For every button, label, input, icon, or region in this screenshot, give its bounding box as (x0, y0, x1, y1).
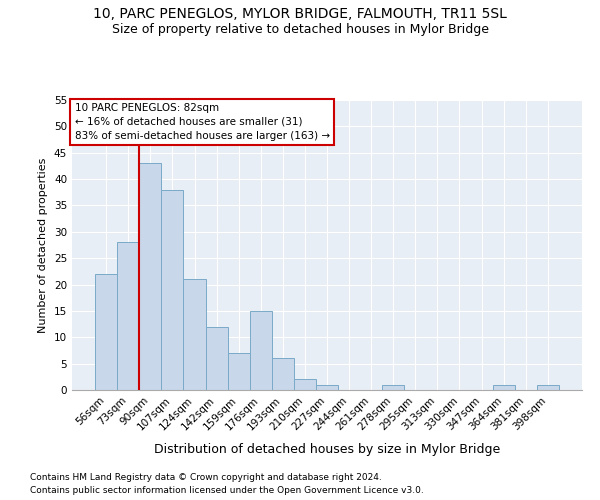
Text: 10 PARC PENEGLOS: 82sqm
← 16% of detached houses are smaller (31)
83% of semi-de: 10 PARC PENEGLOS: 82sqm ← 16% of detache… (74, 103, 329, 141)
Bar (184, 280, 206, 390)
Bar (206, 326, 227, 390)
Text: Contains public sector information licensed under the Open Government Licence v3: Contains public sector information licen… (30, 486, 424, 495)
Bar (139, 164, 161, 390)
Bar (294, 380, 316, 390)
Y-axis label: Number of detached properties: Number of detached properties (38, 158, 49, 332)
Bar (382, 384, 404, 390)
Bar (493, 384, 515, 390)
Bar (117, 242, 139, 390)
Bar (95, 274, 117, 390)
Bar (272, 358, 294, 390)
Bar (250, 311, 272, 390)
Text: Size of property relative to detached houses in Mylor Bridge: Size of property relative to detached ho… (112, 22, 488, 36)
Text: Distribution of detached houses by size in Mylor Bridge: Distribution of detached houses by size … (154, 442, 500, 456)
Bar (537, 384, 559, 390)
Bar (227, 353, 250, 390)
Bar (316, 384, 338, 390)
Bar (161, 190, 184, 390)
Text: 10, PARC PENEGLOS, MYLOR BRIDGE, FALMOUTH, TR11 5SL: 10, PARC PENEGLOS, MYLOR BRIDGE, FALMOUT… (93, 8, 507, 22)
Text: Contains HM Land Registry data © Crown copyright and database right 2024.: Contains HM Land Registry data © Crown c… (30, 472, 382, 482)
